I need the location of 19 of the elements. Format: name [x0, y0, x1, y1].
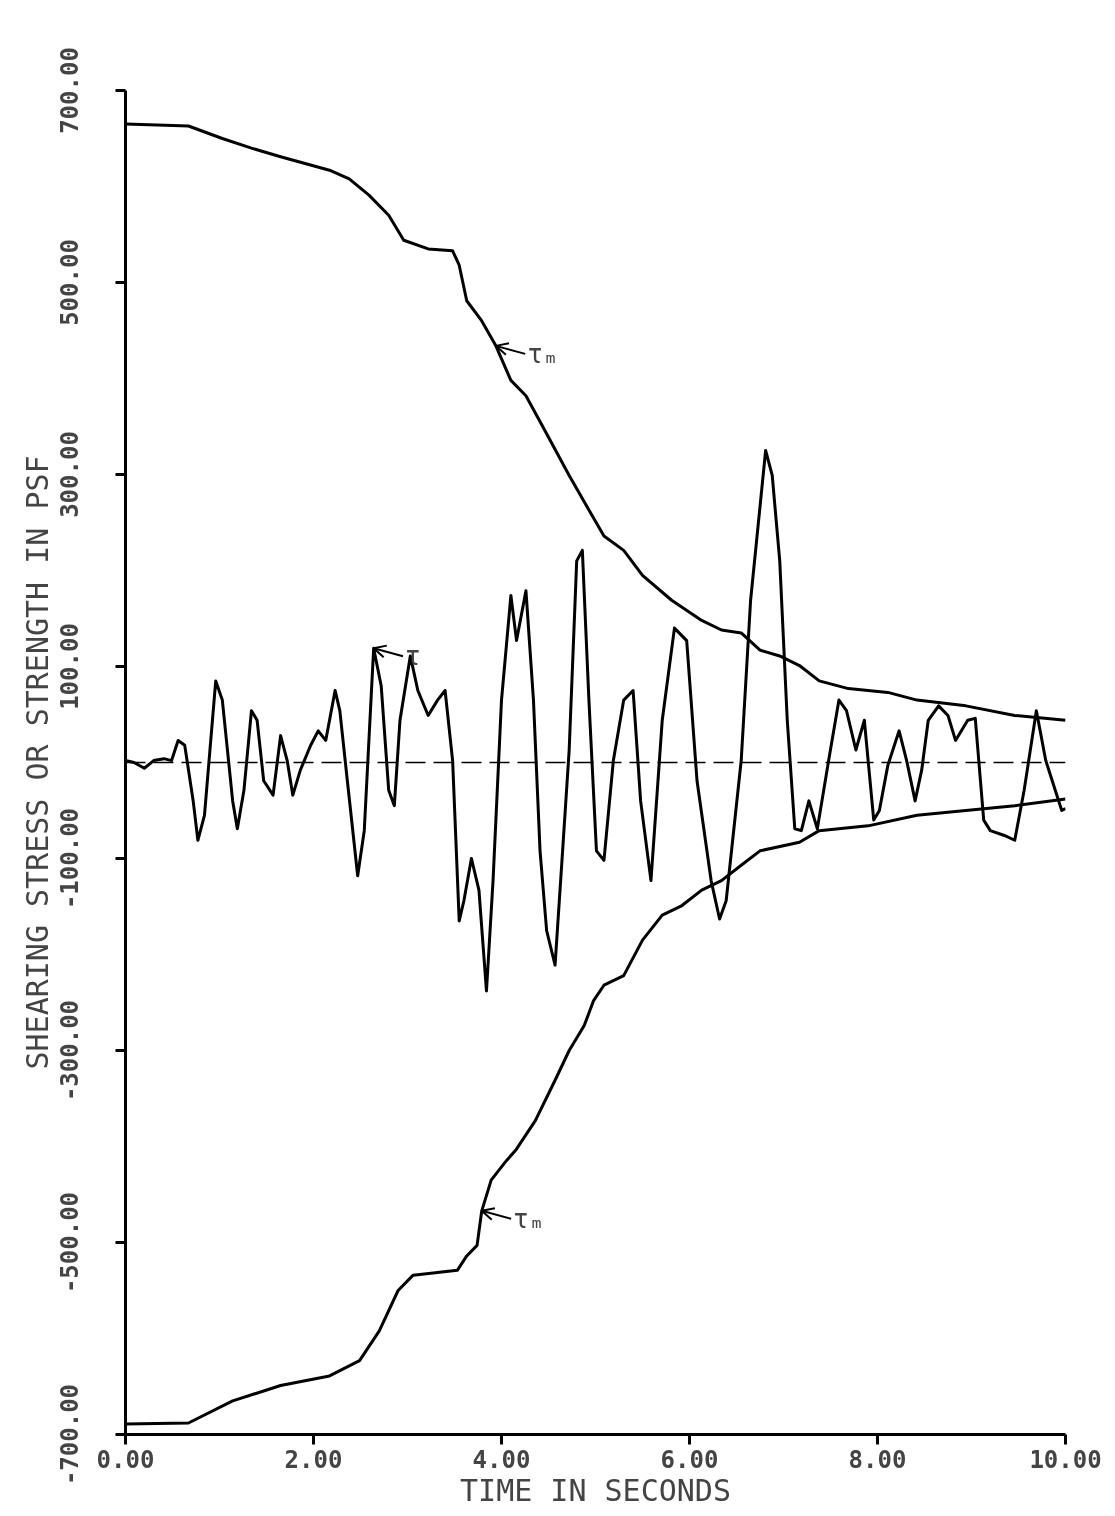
y-tick-label: -300.00 — [55, 999, 84, 1102]
x-tick-label: 0.00 — [96, 1445, 155, 1474]
y-tick-label: 300.00 — [55, 431, 84, 518]
y-tick-label: 500.00 — [55, 239, 84, 326]
x-tick-label: 6.00 — [660, 1445, 719, 1474]
annotation: τₘ — [527, 338, 559, 369]
x-axis-title: TIME IN SECONDS — [460, 1472, 731, 1508]
y-tick-label: 100.00 — [55, 623, 84, 710]
y-axis-title: SHEARING STRESS OR STRENGTH IN PSF — [19, 455, 55, 1070]
x-tick-label: 4.00 — [472, 1445, 531, 1474]
y-tick-label: -700.00 — [55, 1383, 84, 1486]
y-tick-label: -500.00 — [55, 1191, 84, 1294]
x-tick-label: 10.00 — [1029, 1445, 1102, 1474]
y-tick-label: 700.00 — [55, 47, 84, 134]
x-tick-label: 8.00 — [848, 1445, 907, 1474]
annotation: τₘ — [513, 1203, 545, 1234]
y-tick-label: -100.00 — [55, 807, 84, 910]
x-tick-label: 2.00 — [284, 1445, 343, 1474]
annotation: τ — [405, 641, 421, 672]
